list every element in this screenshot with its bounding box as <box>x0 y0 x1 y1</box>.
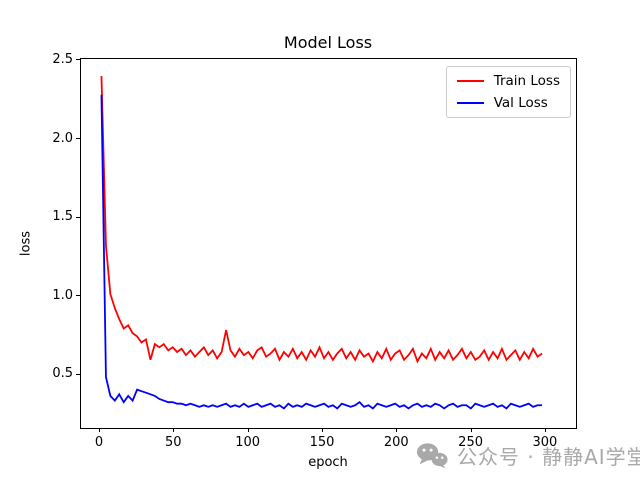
watermark: 公众号 · 静静AI学堂 <box>416 441 640 470</box>
x-tick-label: 300 <box>532 435 558 450</box>
y-tick-label: 2.5 <box>52 51 73 67</box>
x-tick-label: 100 <box>235 435 261 450</box>
x-tick-mark <box>544 428 546 432</box>
x-tick-label: 200 <box>383 435 409 450</box>
train-loss-line-swatch <box>456 80 484 82</box>
x-tick-mark <box>173 428 175 432</box>
x-tick-mark <box>322 428 323 432</box>
wechat-icon <box>416 443 448 469</box>
legend-label-train-loss: Train Loss <box>493 73 560 89</box>
y-tick-mark <box>76 216 80 218</box>
y-tick-label: 2.0 <box>52 130 73 146</box>
x-tick-mark <box>396 428 398 432</box>
legend-entry-train-loss: Train Loss <box>456 73 560 89</box>
x-tick-label: 50 <box>165 435 182 450</box>
y-tick-mark <box>76 59 80 61</box>
y-axis-label: loss <box>18 230 34 257</box>
y-tick-label: 1.0 <box>52 287 73 303</box>
y-tick-mark <box>76 373 80 375</box>
x-tick-mark <box>99 428 100 432</box>
x-tick-label: 250 <box>458 435 483 450</box>
chart-title: Model Loss <box>283 33 373 52</box>
y-tick-label: 1.5 <box>52 209 73 225</box>
x-tick-label: 150 <box>309 435 335 450</box>
y-tick-mark <box>76 138 80 139</box>
y-tick-mark <box>76 295 80 297</box>
watermark-text: 公众号 · 静静AI学堂 <box>457 445 640 469</box>
legend-entry-val-loss: Val Loss <box>456 95 560 111</box>
x-axis-label: epoch <box>308 455 348 470</box>
loss-curves-canvas <box>100 76 543 410</box>
y-tick-label: 0.5 <box>52 366 73 382</box>
legend-label-val-loss: Val Loss <box>493 95 548 111</box>
x-tick-mark <box>470 428 472 432</box>
val-loss-line <box>100 94 543 410</box>
train-loss-line <box>100 76 543 364</box>
val-loss-line-swatch <box>456 102 484 104</box>
x-tick-label: 0 <box>94 435 104 450</box>
plot-area: Train Loss Val Loss <box>80 58 577 429</box>
x-tick-mark <box>247 428 249 432</box>
legend: Train Loss Val Loss <box>445 66 571 118</box>
